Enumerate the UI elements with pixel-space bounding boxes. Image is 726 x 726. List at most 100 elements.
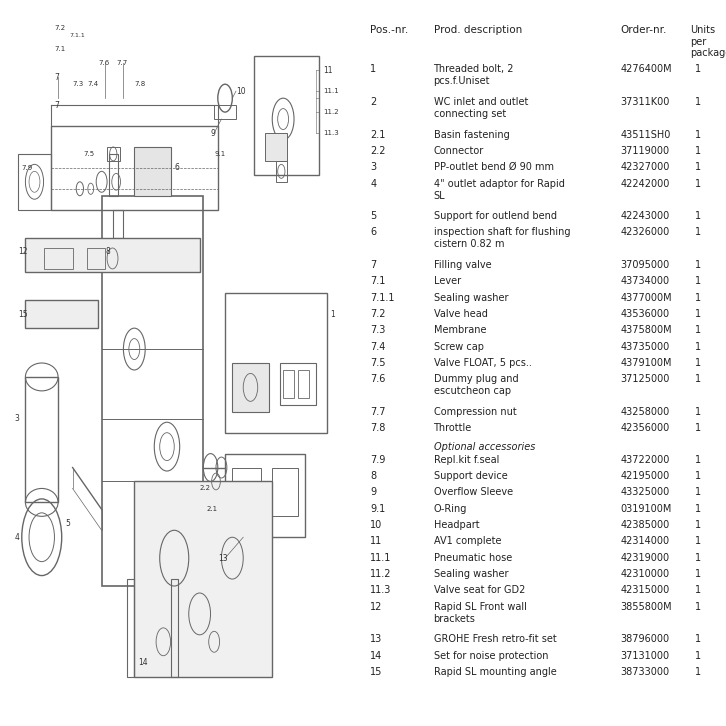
Bar bbox=[113, 210, 123, 237]
Text: 7.2: 7.2 bbox=[370, 309, 386, 319]
Text: Valve head: Valve head bbox=[433, 309, 487, 319]
Bar bbox=[171, 579, 178, 677]
Bar bbox=[298, 370, 309, 398]
Text: 8: 8 bbox=[370, 471, 376, 481]
Text: 1: 1 bbox=[695, 552, 701, 563]
Text: 6: 6 bbox=[370, 227, 376, 237]
Text: 9: 9 bbox=[370, 487, 376, 497]
Bar bbox=[107, 147, 120, 161]
Text: 13: 13 bbox=[370, 635, 383, 644]
Text: 7.4: 7.4 bbox=[370, 342, 386, 352]
Text: AV1 complete: AV1 complete bbox=[433, 537, 501, 546]
Text: 42356000: 42356000 bbox=[620, 423, 669, 433]
Text: 4379100M: 4379100M bbox=[620, 358, 672, 368]
Text: 37125000: 37125000 bbox=[620, 375, 669, 385]
Bar bbox=[265, 133, 287, 161]
Text: Pneumatic hose: Pneumatic hose bbox=[433, 552, 512, 563]
Bar bbox=[25, 377, 58, 502]
Text: Support device: Support device bbox=[433, 471, 507, 481]
Text: 1: 1 bbox=[695, 325, 701, 335]
Text: 43735000: 43735000 bbox=[620, 342, 669, 352]
Text: Throttle: Throttle bbox=[433, 423, 472, 433]
Text: 37095000: 37095000 bbox=[620, 260, 669, 270]
Text: 1: 1 bbox=[370, 64, 376, 74]
Text: Threaded bolt, 2
pcs.f.Uniset: Threaded bolt, 2 pcs.f.Uniset bbox=[433, 64, 514, 86]
Bar bbox=[87, 248, 105, 269]
Text: 37119000: 37119000 bbox=[620, 146, 669, 156]
Bar bbox=[232, 468, 261, 516]
Text: 11.3: 11.3 bbox=[370, 585, 391, 595]
Text: Overflow Sleeve: Overflow Sleeve bbox=[433, 487, 513, 497]
Bar bbox=[276, 161, 287, 182]
Text: WC inlet and outlet
connecting set: WC inlet and outlet connecting set bbox=[433, 97, 528, 119]
Text: 14: 14 bbox=[370, 650, 383, 661]
Text: 38796000: 38796000 bbox=[620, 635, 669, 644]
Text: Basin fastening: Basin fastening bbox=[433, 129, 509, 139]
Text: 1: 1 bbox=[695, 293, 701, 303]
Text: 5: 5 bbox=[65, 519, 70, 528]
Text: 4" outlet adaptor for Rapid
SL: 4" outlet adaptor for Rapid SL bbox=[433, 179, 564, 200]
Text: 4: 4 bbox=[370, 179, 376, 189]
Text: Rapid SL mounting angle: Rapid SL mounting angle bbox=[433, 667, 556, 677]
Text: Connector: Connector bbox=[433, 146, 484, 156]
Text: Headpart: Headpart bbox=[433, 520, 479, 530]
Text: 1: 1 bbox=[695, 146, 701, 156]
Text: 43511SH0: 43511SH0 bbox=[620, 129, 671, 139]
Text: 7.5: 7.5 bbox=[83, 151, 94, 157]
Bar bbox=[225, 293, 327, 433]
Text: 13: 13 bbox=[218, 554, 227, 563]
Text: 7.1.1: 7.1.1 bbox=[370, 293, 395, 303]
Text: 7.7: 7.7 bbox=[116, 60, 127, 66]
Text: 1: 1 bbox=[695, 309, 701, 319]
Text: 7.6: 7.6 bbox=[370, 375, 386, 385]
Text: 9.1: 9.1 bbox=[370, 504, 386, 513]
Text: 42242000: 42242000 bbox=[620, 179, 669, 189]
Text: 1: 1 bbox=[695, 520, 701, 530]
Text: Dummy plug and
escutcheon cap: Dummy plug and escutcheon cap bbox=[433, 375, 518, 396]
Text: 4: 4 bbox=[15, 533, 20, 542]
Text: 43258000: 43258000 bbox=[620, 407, 669, 417]
Bar bbox=[134, 481, 272, 677]
Text: 7: 7 bbox=[54, 101, 60, 110]
Text: 11: 11 bbox=[323, 66, 333, 75]
Text: 9: 9 bbox=[211, 129, 216, 137]
Text: 1: 1 bbox=[695, 64, 701, 74]
Text: Optional accessories: Optional accessories bbox=[433, 442, 535, 452]
Bar bbox=[272, 468, 298, 516]
Text: 7.2: 7.2 bbox=[54, 25, 65, 31]
Text: 43722000: 43722000 bbox=[620, 454, 669, 465]
Bar bbox=[232, 363, 269, 412]
Text: 7.3: 7.3 bbox=[370, 325, 386, 335]
Text: 42314000: 42314000 bbox=[620, 537, 669, 546]
Text: 2.2: 2.2 bbox=[370, 146, 386, 156]
Text: 14: 14 bbox=[138, 658, 147, 667]
Bar bbox=[25, 301, 98, 328]
Bar bbox=[283, 370, 294, 398]
Text: Units
per
package: Units per package bbox=[690, 25, 726, 58]
Text: 7.1.1: 7.1.1 bbox=[69, 33, 85, 38]
Text: 1: 1 bbox=[695, 260, 701, 270]
Text: 1: 1 bbox=[695, 211, 701, 221]
Text: 1: 1 bbox=[695, 227, 701, 237]
Text: 1: 1 bbox=[695, 407, 701, 417]
Text: 11.1: 11.1 bbox=[370, 552, 391, 563]
Text: Support for outlend bend: Support for outlend bend bbox=[433, 211, 557, 221]
Text: 8: 8 bbox=[105, 247, 110, 256]
Text: 7.6: 7.6 bbox=[98, 60, 109, 66]
Text: 7.9: 7.9 bbox=[22, 165, 33, 171]
Text: Sealing washer: Sealing washer bbox=[433, 569, 508, 579]
Bar bbox=[18, 154, 51, 210]
Text: 11.1: 11.1 bbox=[323, 88, 339, 94]
Text: 42385000: 42385000 bbox=[620, 520, 669, 530]
Text: Valve seat for GD2: Valve seat for GD2 bbox=[433, 585, 525, 595]
Text: 4375800M: 4375800M bbox=[620, 325, 672, 335]
Text: inspection shaft for flushing
cistern 0.82 m: inspection shaft for flushing cistern 0.… bbox=[433, 227, 570, 250]
Bar bbox=[102, 196, 203, 586]
Text: 1: 1 bbox=[695, 97, 701, 107]
Text: 15: 15 bbox=[370, 667, 383, 677]
Bar bbox=[51, 126, 218, 210]
Text: 11.2: 11.2 bbox=[370, 569, 391, 579]
Text: 5: 5 bbox=[370, 211, 376, 221]
Text: 1: 1 bbox=[695, 454, 701, 465]
Bar bbox=[109, 154, 118, 196]
